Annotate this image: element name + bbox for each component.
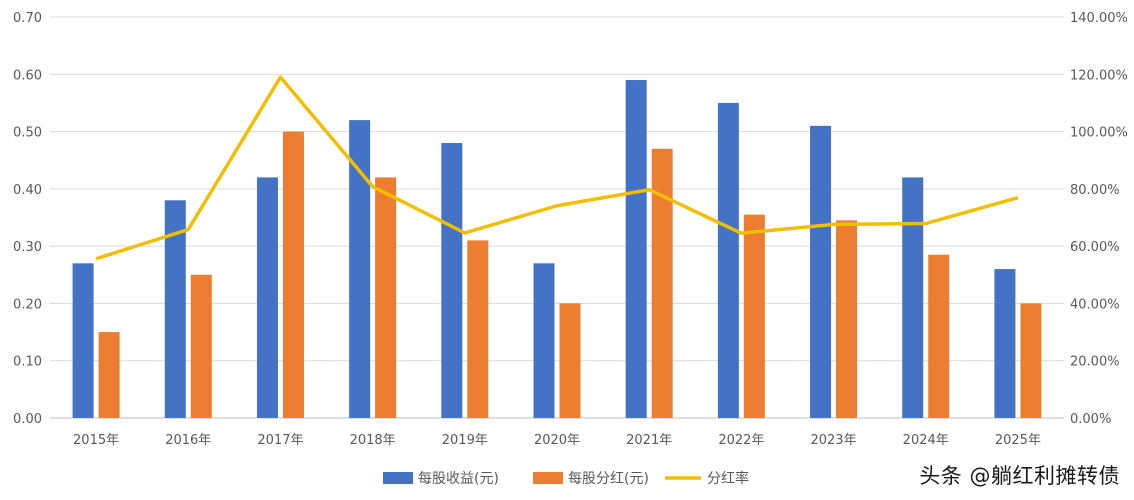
bar (533, 263, 555, 418)
x-tick-label: 2021年 (626, 433, 672, 448)
right-tick-label: 120.00% (1070, 68, 1128, 83)
bar (928, 254, 950, 418)
right-tick-label: 80.00% (1070, 183, 1120, 198)
bar (375, 177, 397, 418)
right-tick-label: 20.00% (1070, 355, 1120, 370)
x-tick-label: 2024年 (903, 433, 949, 448)
bar (282, 131, 304, 419)
x-tick-label: 2022年 (718, 433, 764, 448)
bar (72, 263, 94, 418)
watermark-text: 头条 @躺红利摊转债 (919, 464, 1120, 488)
bar (467, 240, 489, 418)
legend-label: 每股收益(元) (418, 471, 499, 487)
x-tick-label: 2016年 (165, 433, 211, 448)
left-tick-label: 0.00 (13, 412, 42, 427)
bar (1020, 303, 1042, 418)
bar (98, 332, 120, 418)
legend-swatch (383, 472, 413, 484)
bar (441, 143, 463, 418)
bar (717, 102, 739, 418)
bar (810, 125, 832, 418)
x-tick-label: 2020年 (534, 433, 580, 448)
left-tick-label: 0.20 (13, 297, 42, 312)
right-tick-label: 140.00% (1070, 11, 1128, 26)
right-tick-label: 100.00% (1070, 126, 1128, 141)
bar (559, 303, 581, 418)
x-tick-label: 2025年 (995, 433, 1041, 448)
bar (651, 148, 673, 418)
bar (743, 214, 765, 418)
left-tick-label: 0.30 (13, 240, 42, 255)
bar (256, 177, 278, 418)
bar (349, 120, 371, 418)
bar (190, 274, 212, 418)
left-tick-label: 0.10 (13, 355, 42, 370)
left-tick-label: 0.40 (13, 183, 42, 198)
bar (164, 200, 186, 418)
legend-label: 每股分红(元) (568, 471, 649, 487)
right-tick-label: 0.00% (1070, 412, 1111, 427)
series-line (95, 75, 1019, 261)
right-tick-label: 60.00% (1070, 240, 1120, 255)
bar (836, 220, 858, 418)
left-tick-label: 0.60 (13, 68, 42, 83)
bar (902, 177, 924, 418)
x-tick-label: 2018年 (350, 433, 396, 448)
left-tick-label: 0.70 (13, 11, 42, 26)
x-tick-label: 2015年 (73, 433, 119, 448)
x-tick-label: 2017年 (257, 433, 303, 448)
x-tick-label: 2023年 (810, 433, 856, 448)
x-tick-label: 2019年 (442, 433, 488, 448)
legend-swatch (533, 472, 563, 484)
legend-label: 分红率 (707, 470, 749, 487)
bar (994, 269, 1016, 418)
left-tick-label: 0.50 (13, 126, 42, 141)
right-tick-label: 40.00% (1070, 297, 1120, 312)
bar (625, 80, 647, 418)
